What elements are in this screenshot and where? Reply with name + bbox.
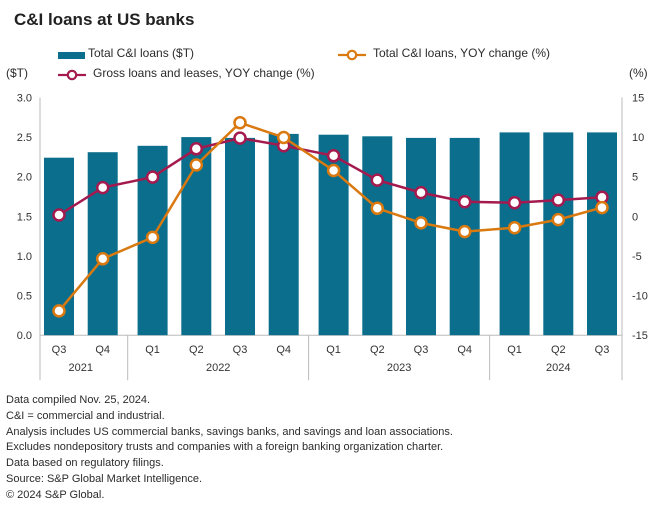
svg-text:5: 5 xyxy=(632,172,638,184)
svg-text:Q3: Q3 xyxy=(414,344,429,356)
svg-text:Q1: Q1 xyxy=(507,344,522,356)
svg-text:1.5: 1.5 xyxy=(17,211,32,223)
svg-text:2021: 2021 xyxy=(69,362,93,374)
svg-text:Q2: Q2 xyxy=(370,344,385,356)
svg-text:Q3: Q3 xyxy=(52,344,67,356)
svg-text:Q3: Q3 xyxy=(233,344,248,356)
svg-text:Q4: Q4 xyxy=(276,344,291,356)
svg-text:Q4: Q4 xyxy=(95,344,110,356)
svg-text:2.5: 2.5 xyxy=(17,132,32,144)
svg-text:2022: 2022 xyxy=(206,362,230,374)
svg-text:Q4: Q4 xyxy=(457,344,472,356)
svg-text:1.0: 1.0 xyxy=(17,251,32,263)
svg-text:0: 0 xyxy=(632,211,638,223)
svg-text:-5: -5 xyxy=(632,251,642,263)
svg-text:3.0: 3.0 xyxy=(17,93,32,105)
svg-text:Q2: Q2 xyxy=(189,344,204,356)
svg-text:Q1: Q1 xyxy=(326,344,341,356)
svg-text:0.0: 0.0 xyxy=(17,330,32,342)
svg-text:2024: 2024 xyxy=(546,362,570,374)
svg-text:Q1: Q1 xyxy=(145,344,160,356)
svg-text:-15: -15 xyxy=(632,330,648,342)
svg-text:Q2: Q2 xyxy=(551,344,566,356)
svg-text:-10: -10 xyxy=(632,291,648,303)
svg-text:Q3: Q3 xyxy=(595,344,610,356)
svg-text:2023: 2023 xyxy=(387,362,411,374)
svg-text:10: 10 xyxy=(632,132,644,144)
svg-text:2.0: 2.0 xyxy=(17,172,32,184)
svg-text:0.5: 0.5 xyxy=(17,291,32,303)
svg-text:15: 15 xyxy=(632,93,644,105)
